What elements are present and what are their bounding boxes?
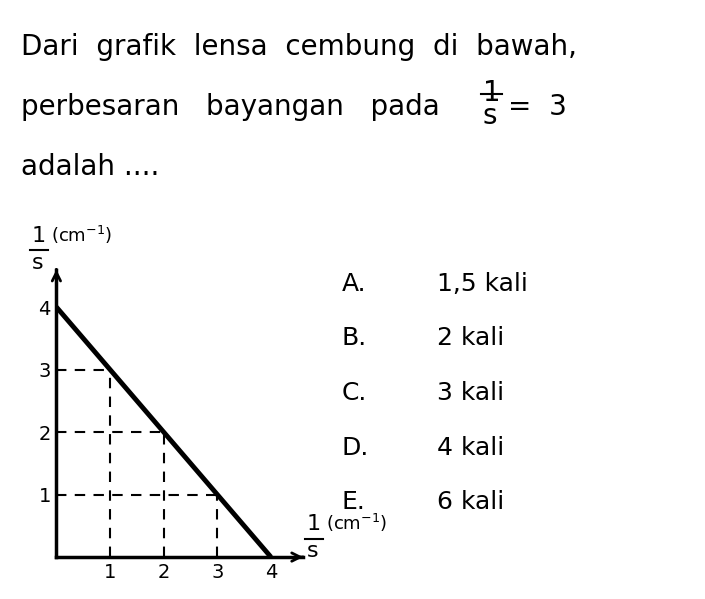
Text: D.: D. bbox=[342, 435, 369, 459]
Text: 3 kali: 3 kali bbox=[437, 381, 504, 405]
Text: 1,5 kali: 1,5 kali bbox=[437, 272, 528, 296]
Text: B.: B. bbox=[342, 326, 367, 350]
Text: 1: 1 bbox=[483, 79, 501, 107]
Text: 4 kali: 4 kali bbox=[437, 435, 504, 459]
Text: s: s bbox=[307, 541, 318, 561]
Text: E.: E. bbox=[342, 490, 366, 514]
Text: 1: 1 bbox=[32, 226, 46, 246]
Text: (cm$^{-1}$): (cm$^{-1}$) bbox=[326, 512, 388, 534]
Text: 2 kali: 2 kali bbox=[437, 326, 504, 350]
Text: (cm$^{-1}$): (cm$^{-1}$) bbox=[51, 223, 113, 246]
Text: 6 kali: 6 kali bbox=[437, 490, 504, 514]
Text: 1: 1 bbox=[307, 515, 321, 534]
Text: s: s bbox=[483, 102, 498, 130]
Text: =  3: = 3 bbox=[508, 93, 567, 121]
Text: perbesaran   bayangan   pada: perbesaran bayangan pada bbox=[21, 93, 440, 121]
Text: adalah ....: adalah .... bbox=[21, 153, 159, 181]
Text: s: s bbox=[32, 253, 43, 273]
Text: C.: C. bbox=[342, 381, 367, 405]
Text: Dari  grafik  lensa  cembung  di  bawah,: Dari grafik lensa cembung di bawah, bbox=[21, 33, 577, 61]
Text: A.: A. bbox=[342, 272, 367, 296]
